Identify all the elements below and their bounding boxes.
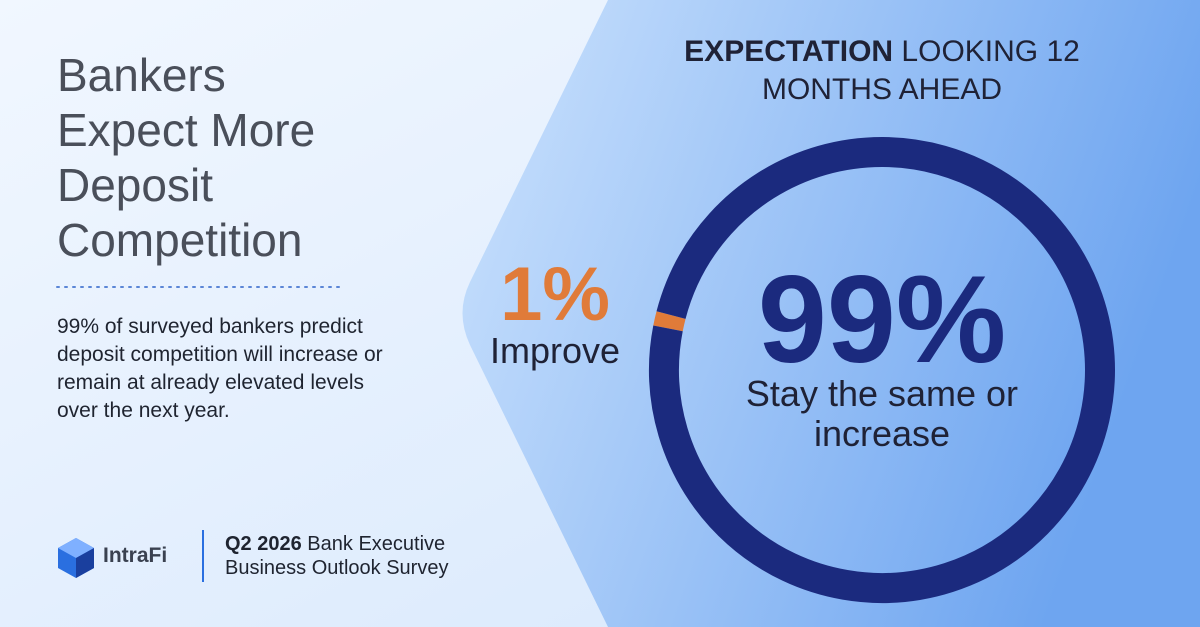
chart-title-bold: EXPECTATION bbox=[684, 35, 894, 68]
category-label: Stay the same or increase bbox=[745, 373, 1019, 454]
description: 99% of surveyed bankers predict deposit … bbox=[57, 315, 383, 422]
chart-title: EXPECTATION LOOKING 12 MONTHS AHEAD bbox=[682, 33, 1082, 109]
brand: IntraFi bbox=[103, 544, 168, 567]
value-label: 1% bbox=[500, 252, 610, 337]
donut-segment bbox=[653, 311, 686, 332]
category-label: Improve bbox=[489, 330, 621, 371]
donut bbox=[649, 137, 1115, 603]
donut-segment bbox=[649, 137, 1115, 603]
footer: Q2 2026 Bank Executive Business Outlook … bbox=[225, 532, 495, 580]
footer-text: Bank Executive Business Outlook Survey bbox=[225, 533, 449, 579]
value-label: 99% bbox=[757, 251, 1007, 389]
footer-bold: Q2 2026 bbox=[225, 533, 302, 555]
chart-title-text: LOOKING 12 MONTHS AHEAD bbox=[761, 35, 1080, 106]
headline: Bankers Expect More Deposit Competition bbox=[57, 49, 316, 266]
